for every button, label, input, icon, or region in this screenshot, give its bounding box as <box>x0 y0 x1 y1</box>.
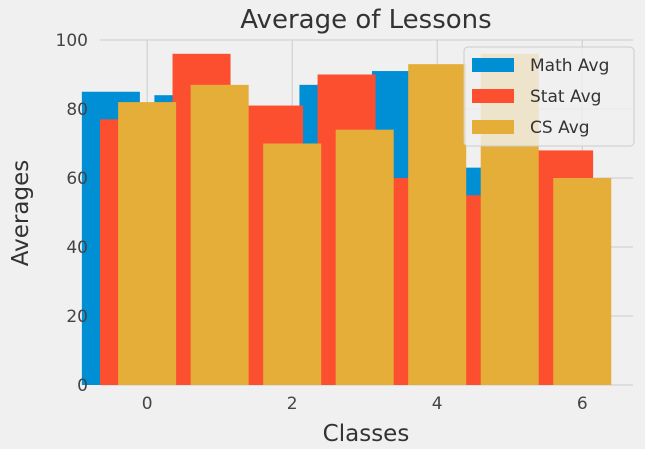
x-tick-label: 0 <box>142 394 153 414</box>
legend: Math Avg Stat Avg CS Avg <box>463 46 635 147</box>
legend-label-math: Math Avg <box>530 56 609 76</box>
x-tick-label: 4 <box>432 394 443 414</box>
bar-cs-avg <box>118 102 177 385</box>
y-tick-label: 20 <box>66 307 88 327</box>
bar-cs-avg <box>335 129 394 385</box>
y-tick-label: 80 <box>66 100 88 120</box>
legend-label-cs: CS Avg <box>530 118 590 138</box>
legend-label-stat: Stat Avg <box>530 87 601 107</box>
x-tick-label: 6 <box>577 394 588 414</box>
legend-swatch-cs <box>472 120 514 134</box>
legend-swatch-stat <box>472 89 514 103</box>
bar-cs-avg <box>263 143 322 385</box>
y-tick-label: 100 <box>56 31 88 51</box>
bar-cs-avg <box>553 178 612 385</box>
y-tick-label: 40 <box>66 238 88 258</box>
legend-swatch-math <box>472 58 514 72</box>
bar-cs-avg <box>408 64 467 386</box>
y-axis-label: Averages <box>8 160 34 266</box>
x-tick-labels: 0 2 4 6 <box>142 394 588 414</box>
x-axis-label: Classes <box>323 421 410 447</box>
x-tick-label: 2 <box>287 394 298 414</box>
y-tick-label: 60 <box>66 169 88 189</box>
y-tick-label: 0 <box>77 376 88 396</box>
bar-cs-avg <box>190 84 249 385</box>
chart-title: Average of Lessons <box>240 5 491 35</box>
y-tick-labels: 0 20 40 60 80 100 <box>56 31 88 396</box>
